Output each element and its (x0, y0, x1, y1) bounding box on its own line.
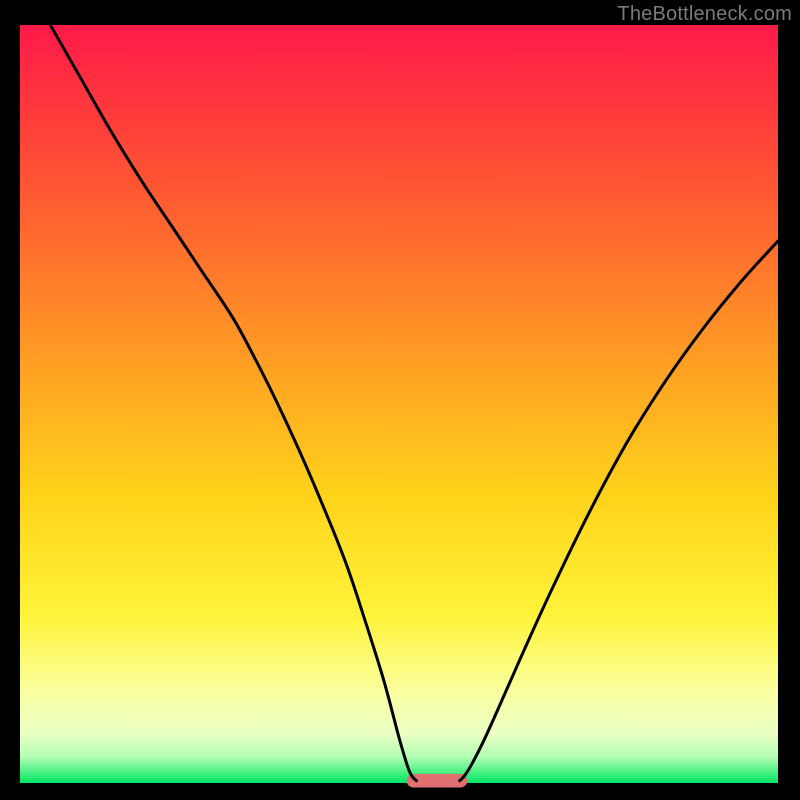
plot-background (20, 25, 778, 783)
watermark-text: TheBottleneck.com (617, 3, 792, 26)
bottleneck-chart (0, 0, 800, 800)
chart-container: TheBottleneck.com (0, 0, 800, 800)
